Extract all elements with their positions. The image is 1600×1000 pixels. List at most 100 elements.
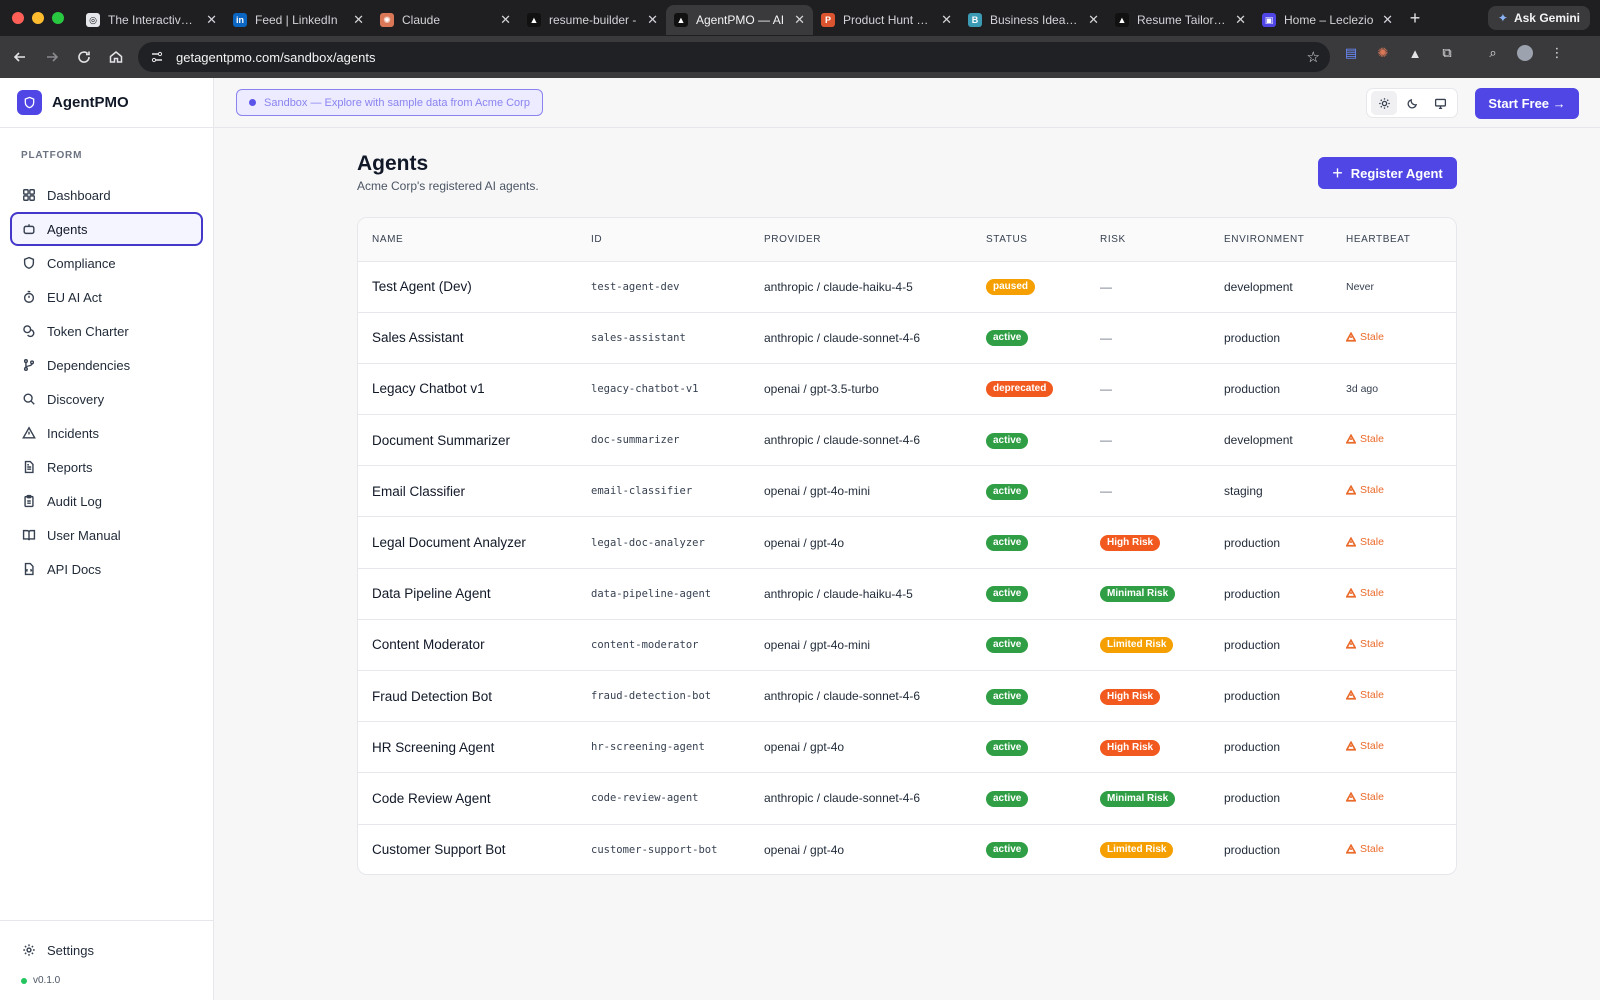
table-row[interactable]: Code Review Agent code-review-agent anthro… [358, 772, 1456, 825]
maximize-window-button[interactable] [52, 12, 64, 24]
profile-avatar-icon[interactable] [1514, 42, 1536, 64]
column-header-provider[interactable]: PROVIDER [750, 218, 972, 262]
tab-close-icon[interactable]: ✕ [647, 12, 658, 27]
tab-close-icon[interactable]: ✕ [206, 12, 217, 27]
heartbeat-text: Stale [1360, 330, 1384, 343]
table-row[interactable]: Email Classifier email-classifier openai /… [358, 465, 1456, 518]
column-header-id[interactable]: ID [577, 218, 750, 262]
sidebar-item-compliance[interactable]: Compliance [10, 246, 203, 280]
agent-name[interactable]: Code Review Agent [358, 772, 577, 825]
tab-close-icon[interactable]: ✕ [500, 12, 511, 27]
tab-close-icon[interactable]: ✕ [353, 12, 364, 27]
agent-name[interactable]: Test Agent (Dev) [358, 261, 577, 313]
agent-name[interactable]: Data Pipeline Agent [358, 568, 577, 620]
browser-tab[interactable]: B Business Idea Va ✕ [960, 5, 1107, 35]
table-row[interactable]: Data Pipeline Agent data-pipeline-agent an… [358, 568, 1456, 620]
sidebar-item-reports[interactable]: Reports [10, 450, 203, 484]
agent-name[interactable]: Customer Support Bot [372, 842, 506, 858]
browser-menu-icon[interactable]: ⋮ [1550, 45, 1564, 60]
table-row[interactable]: Sales Assistant sales-assistant anthropic … [358, 312, 1456, 364]
new-tab-button[interactable]: + [1409, 7, 1421, 28]
start-free-button[interactable]: Start Free → [1475, 88, 1579, 119]
sidebar-item-token-charter[interactable]: Token Charter [10, 314, 203, 348]
tab-close-icon[interactable]: ✕ [1382, 12, 1393, 27]
column-header-risk[interactable]: RISK [1086, 218, 1210, 262]
column-header-heartbeat[interactable]: HEARTBEAT [1332, 218, 1456, 262]
sidebar-item-dashboard[interactable]: Dashboard [10, 178, 203, 212]
column-header-environment[interactable]: ENVIRONMENT [1210, 218, 1332, 262]
agent-environment: development [1210, 261, 1332, 313]
column-header-name[interactable]: NAME [358, 218, 577, 262]
extension-notes-icon[interactable]: ▤ [1344, 45, 1358, 60]
agent-name[interactable]: Content Moderator [358, 619, 577, 672]
sidebar-item-user-manual[interactable]: User Manual [10, 518, 203, 552]
extension-vercel-icon[interactable]: ▲ [1408, 45, 1422, 61]
site-settings-icon[interactable] [150, 50, 164, 64]
table-row[interactable]: HR Screening Agent hr-screening-agent open… [358, 721, 1456, 774]
sidebar-item-incidents[interactable]: Incidents [10, 416, 203, 450]
agent-name[interactable]: Sales Assistant [358, 312, 577, 364]
agent-id: doc-summarizer [577, 414, 750, 467]
sidebar-item-api-docs[interactable]: API Docs [10, 552, 203, 586]
minimize-window-button[interactable] [32, 12, 44, 24]
browser-tab[interactable]: ▲ AgentPMO — AI ✕ [666, 5, 813, 35]
browser-tab[interactable]: ▣ Home – Leclezio ✕ [1254, 5, 1401, 35]
bookmark-star-icon[interactable]: ☆ [1306, 49, 1320, 66]
sidebar-item-agents[interactable]: Agents [10, 212, 203, 246]
brand[interactable]: AgentPMO [0, 78, 213, 128]
ask-gemini-button[interactable]: ✦ Ask Gemini [1487, 6, 1590, 30]
browser-tab[interactable]: ✺ Claude ✕ [372, 5, 519, 35]
tab-close-icon[interactable]: ✕ [1088, 12, 1099, 27]
sidebar-item-eu-ai-act[interactable]: EU AI Act [10, 280, 203, 314]
register-agent-button[interactable]: + Register Agent [1318, 157, 1457, 189]
table-row[interactable]: Customer Support Bot customer-support-bot… [358, 824, 1456, 874]
agent-name[interactable]: Email Classifier [358, 465, 577, 518]
tab-search-icon[interactable]: ⌕ [1489, 45, 1497, 60]
sidebar-item-settings[interactable]: Settings [10, 933, 204, 967]
url-text[interactable]: getagentpmo.com/sandbox/agents [176, 49, 376, 65]
system-theme-button[interactable] [1427, 91, 1453, 115]
agent-name[interactable]: Legacy Chatbot v1 [358, 363, 577, 416]
forward-button[interactable] [36, 41, 68, 73]
agent-risk-cell: — [1086, 312, 1210, 364]
browser-tab[interactable]: ◎ The Interactive P ✕ [78, 5, 225, 35]
browser-tab[interactable]: ▲ Resume Tailor — ✕ [1107, 5, 1254, 35]
agent-name[interactable]: Document Summarizer [358, 414, 577, 467]
browser-tab[interactable]: ▲ resume-builder - ✕ [519, 5, 666, 35]
agent-environment: production [1210, 312, 1332, 364]
back-button[interactable] [4, 41, 36, 73]
agent-name[interactable]: HR Screening Agent [358, 721, 577, 774]
sidebar-item-dependencies[interactable]: Dependencies [10, 348, 203, 382]
sidebar-item-audit-log[interactable]: Audit Log [10, 484, 203, 518]
table-row[interactable]: Legal Document Analyzer legal-doc-analyze… [358, 516, 1456, 569]
browser-tab[interactable]: in Feed | LinkedIn ✕ [225, 5, 372, 35]
risk-empty: — [1100, 381, 1112, 396]
extensions-puzzle-icon[interactable]: ⧉ [1442, 45, 1452, 60]
status-badge: paused [986, 279, 1036, 296]
reload-button[interactable] [68, 41, 100, 73]
browser-tab[interactable]: P Product Hunt – T ✕ [813, 5, 960, 35]
warning-triangle-icon [1346, 434, 1356, 444]
extension-claude-icon[interactable]: ✺ [1377, 45, 1389, 60]
dark-theme-button[interactable] [1399, 91, 1425, 115]
sidebar-item-discovery[interactable]: Discovery [10, 382, 203, 416]
sandbox-banner[interactable]: Sandbox — Explore with sample data from … [236, 89, 543, 116]
warning-triangle-icon [1346, 485, 1356, 495]
window-controls [0, 12, 78, 24]
table-row[interactable]: Fraud Detection Bot fraud-detection-bot an… [358, 670, 1456, 723]
home-button[interactable] [100, 41, 132, 73]
tab-close-icon[interactable]: ✕ [794, 12, 805, 27]
column-header-status[interactable]: STATUS [972, 218, 1086, 262]
tab-close-icon[interactable]: ✕ [941, 12, 952, 27]
agent-name[interactable]: Legal Document Analyzer [358, 516, 577, 569]
close-window-button[interactable] [12, 12, 24, 24]
table-row[interactable]: Legacy Chatbot v1 legacy-chatbot-v1 openai… [358, 363, 1456, 416]
table-row[interactable]: Document Summarizer doc-summarizer anthrop… [358, 414, 1456, 467]
tab-close-icon[interactable]: ✕ [1235, 12, 1246, 27]
table-row[interactable]: Test Agent (Dev) test-agent-dev anthropic … [358, 261, 1456, 313]
light-theme-button[interactable] [1371, 91, 1397, 115]
address-bar[interactable]: getagentpmo.com/sandbox/agents ☆ [138, 42, 1330, 72]
table-row[interactable]: Content Moderator content-moderator openai… [358, 619, 1456, 672]
agent-name[interactable]: Fraud Detection Bot [358, 670, 577, 723]
heartbeat-text: Stale [1360, 791, 1384, 804]
